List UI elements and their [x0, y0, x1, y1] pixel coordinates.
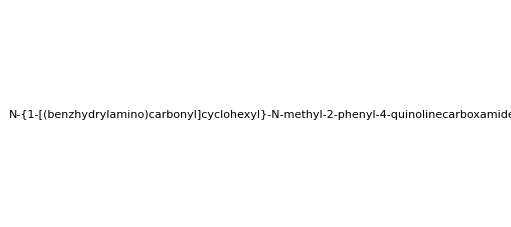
- Text: N-{1-[(benzhydrylamino)carbonyl]cyclohexyl}-N-methyl-2-phenyl-4-quinolinecarboxa: N-{1-[(benzhydrylamino)carbonyl]cyclohex…: [9, 110, 511, 120]
